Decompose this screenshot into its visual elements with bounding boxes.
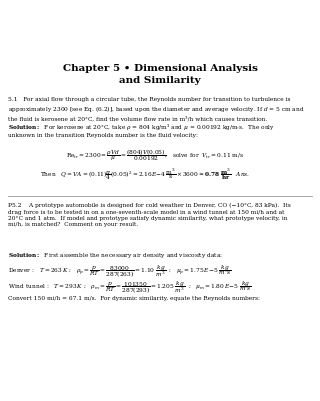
Text: P5.2    A prototype automobile is designed for cold weather in Denver, CO (−10°C: P5.2 A prototype automobile is designed … [8, 203, 291, 227]
Text: Then   $Q = VA = (0.11)\dfrac{\pi}{4}(0.05)^2 = 2.16E{-4}\ \dfrac{\mathrm{m}^3}{: Then $Q = VA = (0.11)\dfrac{\pi}{4}(0.05… [40, 168, 250, 183]
Text: $\mathrm{Re}_{tr} = 2300 = \dfrac{\rho V d}{\mu} = \dfrac{(804)V(0.05)}{0.00192}: $\mathrm{Re}_{tr} = 2300 = \dfrac{\rho V… [66, 147, 244, 163]
Text: 5.1   For axial flow through a circular tube, the Reynolds number for transition: 5.1 For axial flow through a circular tu… [8, 97, 305, 122]
Text: Chapter 5 • Dimensional Analysis: Chapter 5 • Dimensional Analysis [63, 64, 257, 73]
Text: and Similarity: and Similarity [119, 76, 201, 85]
Text: Wind tunnel :   $T = 293\,K$ ;   $\rho_m = \dfrac{p}{RT} = \dfrac{101350}{287(29: Wind tunnel : $T = 293\,K$ ; $\rho_m = \… [8, 279, 252, 296]
Text: $\mathbf{Solution:}$  First assemble the necessary air density and viscosity dat: $\mathbf{Solution:}$ First assemble the … [8, 251, 223, 260]
Text: Convert 150 mi/h = 67.1 m/s.  For dynamic similarity, equate the Reynolds number: Convert 150 mi/h = 67.1 m/s. For dynamic… [8, 296, 260, 301]
Text: $\mathbf{Solution:}$  For kerosene at 20°C, take $\rho$ = 804 kg/m³ and $\mu$ = : $\mathbf{Solution:}$ For kerosene at 20°… [8, 122, 275, 138]
Text: Denver :   $T = 263\,K$ ;   $\rho_p = \dfrac{p}{RT} = \dfrac{83000}{287(263)} = : Denver : $T = 263\,K$ ; $\rho_p = \dfrac… [8, 263, 231, 279]
